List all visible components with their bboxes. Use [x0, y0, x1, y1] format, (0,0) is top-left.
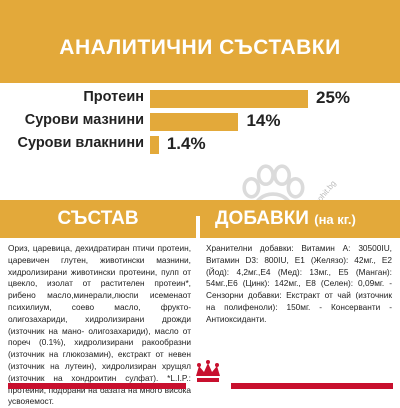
- analytics-bar: [150, 90, 308, 108]
- composition-title: СЪСТАВ: [0, 200, 196, 238]
- footer-red-line-left: [8, 383, 186, 389]
- additives-text: Хранителни добавки: Витамин А: 30500IU, …: [206, 243, 392, 324]
- analytics-value: 14%: [246, 111, 281, 130]
- additives-title-text: ДОБАВКИ: [215, 208, 309, 229]
- analytics-bar: [150, 136, 159, 154]
- additives-title: ДОБАВКИ (на кг.): [200, 200, 400, 238]
- analytics-value: 1.4%: [166, 134, 206, 153]
- header-band: [0, 0, 400, 83]
- royal-canin-crown-icon: [196, 360, 220, 382]
- analytics-value: 25%: [316, 88, 351, 107]
- analytics-label: Сурови мазнини: [24, 112, 144, 128]
- analytics-label: Протеин: [83, 89, 144, 105]
- additives-unit: (на кг.): [314, 212, 356, 227]
- analytics-label: Сурови влакнини: [17, 135, 144, 151]
- footer-red-line-right: [231, 383, 393, 389]
- analytics-bar: [150, 113, 239, 131]
- composition-text: Ориз, царевица, дехидратиран птичи проте…: [8, 243, 191, 407]
- analytics-title: АНАЛИТИЧНИ СЪСТАВКИ: [59, 36, 341, 59]
